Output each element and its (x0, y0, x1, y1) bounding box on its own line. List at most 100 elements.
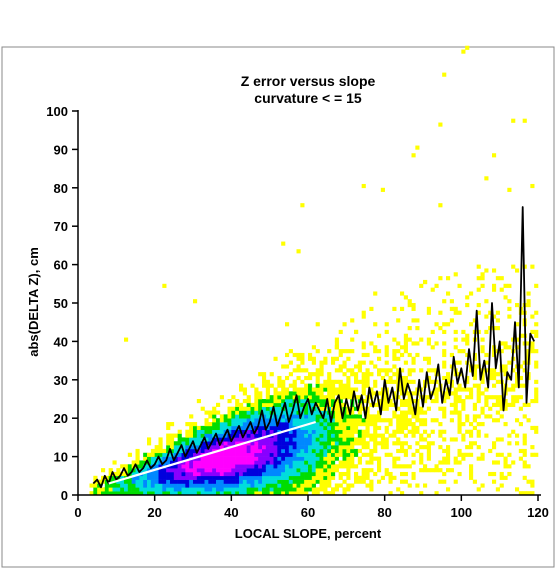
density-cell (534, 329, 539, 335)
density-cell (373, 445, 378, 450)
density-cell (296, 452, 301, 457)
density-cell (484, 329, 489, 335)
density-cell (346, 395, 351, 400)
density-cell (403, 422, 408, 427)
density-cell (388, 402, 393, 407)
density-cell (227, 437, 232, 442)
density-cell (419, 433, 424, 438)
density-cell (239, 418, 244, 423)
density-cell (227, 441, 232, 446)
density-cell (442, 364, 447, 369)
density-cell (285, 468, 290, 473)
density-cell (219, 468, 224, 473)
density-cell (369, 456, 374, 461)
density-cell (426, 306, 431, 311)
density-cell (373, 414, 378, 419)
density-cell (480, 345, 485, 350)
density-cell (223, 441, 228, 446)
y-tick-label: 20 (54, 411, 68, 426)
density-cell (147, 452, 152, 457)
density-cell (503, 364, 508, 369)
density-cell (296, 487, 301, 492)
density-cell (131, 460, 136, 465)
density-cell (357, 406, 362, 411)
density-cell (434, 491, 439, 496)
density-cell (331, 441, 336, 446)
density-cell (254, 487, 259, 492)
density-cell (319, 479, 324, 484)
density-cell (323, 464, 328, 469)
density-cell (403, 433, 408, 438)
density-cell (242, 425, 247, 431)
density-cell (311, 429, 316, 434)
density-cell (411, 460, 416, 465)
density-cell (231, 418, 236, 423)
density-cell (269, 479, 274, 484)
density-cell (281, 383, 286, 388)
density-cell (511, 460, 516, 465)
density-cell (296, 441, 301, 446)
density-cell (170, 479, 175, 484)
density-cell (388, 379, 393, 384)
density-cell (200, 406, 205, 411)
density-cell (515, 487, 520, 492)
density-cell (189, 471, 194, 477)
density-cell (380, 418, 385, 423)
density-cell (285, 429, 290, 434)
density-cell (484, 414, 489, 419)
density-cell (196, 468, 201, 473)
density-cell (242, 422, 247, 427)
density-cell (319, 383, 324, 388)
density-cell (108, 483, 113, 488)
density-cell (357, 460, 362, 465)
density-cell (239, 448, 244, 454)
density-cell (212, 445, 217, 450)
density-cell (196, 433, 201, 438)
density-cell (480, 406, 485, 411)
density-cell (377, 333, 382, 338)
density-cell (281, 475, 286, 480)
density-cell (177, 441, 182, 446)
density-cell (449, 418, 454, 423)
density-cell (457, 429, 462, 434)
density-cell (388, 479, 393, 484)
density-cell (239, 433, 244, 438)
density-cell (143, 464, 148, 469)
density-cell (239, 402, 244, 407)
density-cell (304, 406, 309, 411)
density-cell (342, 372, 347, 377)
density-cell (288, 491, 293, 496)
density-cell (380, 441, 385, 446)
density-cell (308, 475, 313, 480)
density-cell (242, 452, 247, 457)
density-cell (147, 475, 152, 480)
density-cell (472, 364, 477, 369)
density-cell (334, 464, 339, 469)
density-cell (158, 483, 163, 488)
density-cell (400, 464, 405, 469)
density-cell (147, 487, 152, 492)
density-cell (193, 437, 198, 442)
density-cell (354, 418, 359, 423)
density-cell (235, 491, 240, 496)
density-cell (181, 441, 186, 446)
density-cell (235, 410, 240, 415)
density-cell (308, 460, 313, 465)
density-cell (495, 452, 500, 457)
density-cell (346, 448, 351, 454)
density-cell (288, 425, 293, 431)
density-cell (331, 433, 336, 438)
density-cell (223, 448, 228, 454)
density-cell (327, 483, 332, 488)
density-cell (212, 487, 217, 492)
density-cell (235, 483, 240, 488)
density-cell (407, 326, 412, 331)
density-cell (131, 487, 136, 492)
density-cell (239, 468, 244, 473)
density-cell (177, 452, 182, 457)
density-cell (223, 479, 228, 484)
density-cell (292, 460, 297, 465)
density-cell (227, 479, 232, 484)
density-cell (373, 456, 378, 461)
density-cell (331, 452, 336, 457)
